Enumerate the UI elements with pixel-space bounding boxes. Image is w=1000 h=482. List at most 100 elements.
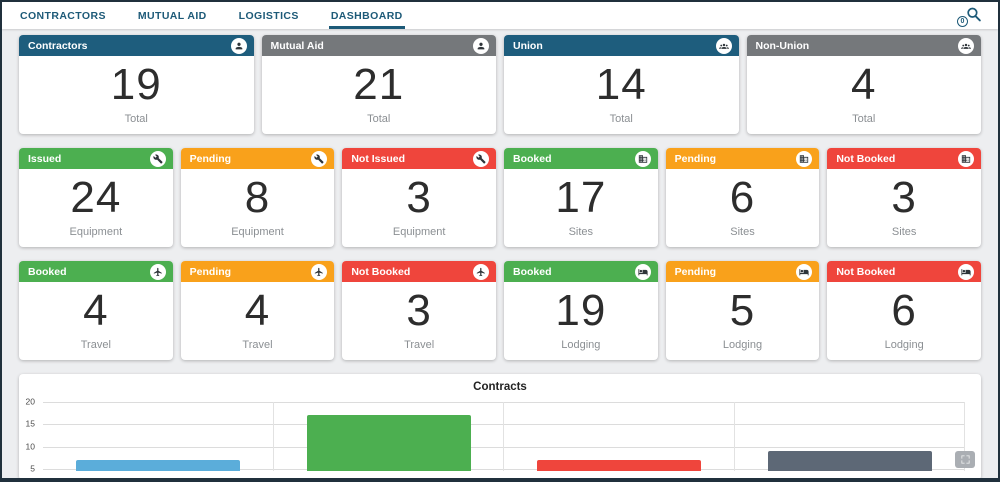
card-equipment-not-issued[interactable]: Not Issued 3 Equipment <box>342 148 496 247</box>
chart-bar[interactable] <box>767 451 932 471</box>
card-header: Pending <box>665 261 820 282</box>
card-title: Contractors <box>28 39 88 52</box>
top-nav: CONTRACTORS MUTUAL AID LOGISTICS DASHBOA… <box>2 2 998 29</box>
card-equipment-pending[interactable]: Pending 8 Equipment <box>180 148 335 247</box>
card-lodging-pending[interactable]: Pending 5 Lodging <box>665 261 820 360</box>
card-body: 21 Total <box>262 56 497 134</box>
chart-plot-area <box>43 402 965 478</box>
chart-title: Contracts <box>473 381 527 393</box>
card-value: 6 <box>729 172 756 222</box>
card-header: Pending <box>180 261 335 282</box>
card-mutual-aid[interactable]: Mutual Aid 21 Total <box>261 35 497 134</box>
travel-lodging-row: Booked 4 Travel Pending 4 Travel <box>19 261 981 360</box>
dashboard-content: Contractors 19 Total Mutual Aid 21 Total <box>2 29 998 478</box>
card-title: Non-Union <box>755 39 810 52</box>
card-header: Pending <box>180 148 335 169</box>
card-sites-booked[interactable]: Booked 17 Sites <box>504 148 658 247</box>
group-icon <box>958 37 974 54</box>
person-icon <box>230 37 247 54</box>
card-body: 6 Sites <box>666 169 820 247</box>
chart-bar[interactable] <box>537 460 702 471</box>
tab-contractors[interactable]: CONTRACTORS <box>20 9 106 22</box>
card-body: 19 Lodging <box>504 282 658 360</box>
card-label: Lodging <box>884 339 924 351</box>
card-non-union[interactable]: Non-Union 4 Total <box>746 35 981 134</box>
card-label: Sites <box>730 226 755 238</box>
card-title: Not Booked <box>836 265 896 278</box>
card-travel-booked[interactable]: Booked 4 Travel <box>19 261 173 360</box>
card-value: 3 <box>406 285 432 335</box>
card-body: 19 Total <box>19 56 254 134</box>
card-value: 4 <box>244 285 271 335</box>
card-value: 3 <box>891 172 917 222</box>
y-axis-tick: 10 <box>25 441 35 452</box>
card-title: Pending <box>674 265 717 278</box>
card-title: Pending <box>189 265 232 278</box>
card-travel-not-booked[interactable]: Not Booked 3 Travel <box>342 261 496 360</box>
tools-icon <box>311 150 328 167</box>
card-body: 24 Equipment <box>19 169 173 247</box>
expand-chart-button[interactable] <box>955 451 975 468</box>
card-header: Contractors <box>19 35 254 56</box>
tools-icon <box>149 150 166 167</box>
equipment-sites-row: Issued 24 Equipment Pending 8 Equipment <box>19 148 981 247</box>
building-icon <box>796 150 813 167</box>
chart-gridline-vertical <box>964 402 965 471</box>
card-label: Equipment <box>69 226 123 238</box>
contracts-chart-card: Contracts 20 15 10 5 <box>19 374 981 478</box>
card-header: Mutual Aid <box>261 35 496 56</box>
card-value: 4 <box>851 59 877 109</box>
card-label: Travel <box>242 339 273 351</box>
card-value: 5 <box>729 285 756 335</box>
card-label: Travel <box>404 339 435 351</box>
chart-bar[interactable] <box>76 460 241 471</box>
chart-bar[interactable] <box>306 415 471 471</box>
fullscreen-icon <box>960 454 971 465</box>
y-axis-tick: 5 <box>30 463 35 474</box>
card-header: Not Booked <box>827 261 981 282</box>
card-label: Total <box>124 113 148 125</box>
card-sites-not-booked[interactable]: Not Booked 3 Sites <box>827 148 981 247</box>
tab-dashboard[interactable]: DASHBOARD <box>328 2 405 29</box>
card-header: Booked <box>504 261 658 282</box>
card-label: Travel <box>80 339 111 351</box>
card-title: Union <box>513 39 543 52</box>
card-lodging-not-booked[interactable]: Not Booked 6 Lodging <box>827 261 981 360</box>
search-button[interactable]: 0 <box>957 5 982 27</box>
card-value: 17 <box>555 172 607 222</box>
card-lodging-booked[interactable]: Booked 19 Lodging <box>504 261 658 360</box>
card-label: Sites <box>891 226 917 238</box>
card-title: Pending <box>674 152 717 165</box>
card-title: Booked <box>513 152 552 165</box>
card-sites-pending[interactable]: Pending 6 Sites <box>665 148 820 247</box>
card-body: 4 Travel <box>19 282 173 360</box>
card-label: Equipment <box>231 226 284 238</box>
tab-logistics[interactable]: LOGISTICS <box>238 9 299 22</box>
chart-gridline-vertical <box>733 402 735 471</box>
tab-mutual-aid[interactable]: MUTUAL AID <box>137 9 207 22</box>
card-title: Mutual Aid <box>270 39 324 52</box>
bed-icon <box>634 263 651 280</box>
card-contractors[interactable]: Contractors 19 Total <box>19 35 254 134</box>
card-union[interactable]: Union 14 Total <box>504 35 739 134</box>
card-value: 24 <box>70 172 122 222</box>
chart-gridline-vertical <box>272 402 274 471</box>
card-label: Total <box>367 113 391 125</box>
card-body: 14 Total <box>504 56 739 134</box>
card-body: 4 Travel <box>181 282 335 360</box>
card-title: Issued <box>28 152 62 165</box>
card-travel-pending[interactable]: Pending 4 Travel <box>180 261 335 360</box>
card-header: Union <box>504 35 739 56</box>
card-body: 8 Equipment <box>181 169 335 247</box>
card-value: 4 <box>83 285 109 335</box>
card-value: 19 <box>110 59 162 109</box>
card-value: 6 <box>891 285 917 335</box>
card-header: Issued <box>19 148 173 169</box>
card-value: 21 <box>353 59 405 109</box>
card-value: 8 <box>244 172 271 222</box>
card-title: Booked <box>28 265 67 278</box>
card-value: 14 <box>595 59 647 109</box>
card-label: Lodging <box>722 339 763 351</box>
card-equipment-issued[interactable]: Issued 24 Equipment <box>19 148 173 247</box>
